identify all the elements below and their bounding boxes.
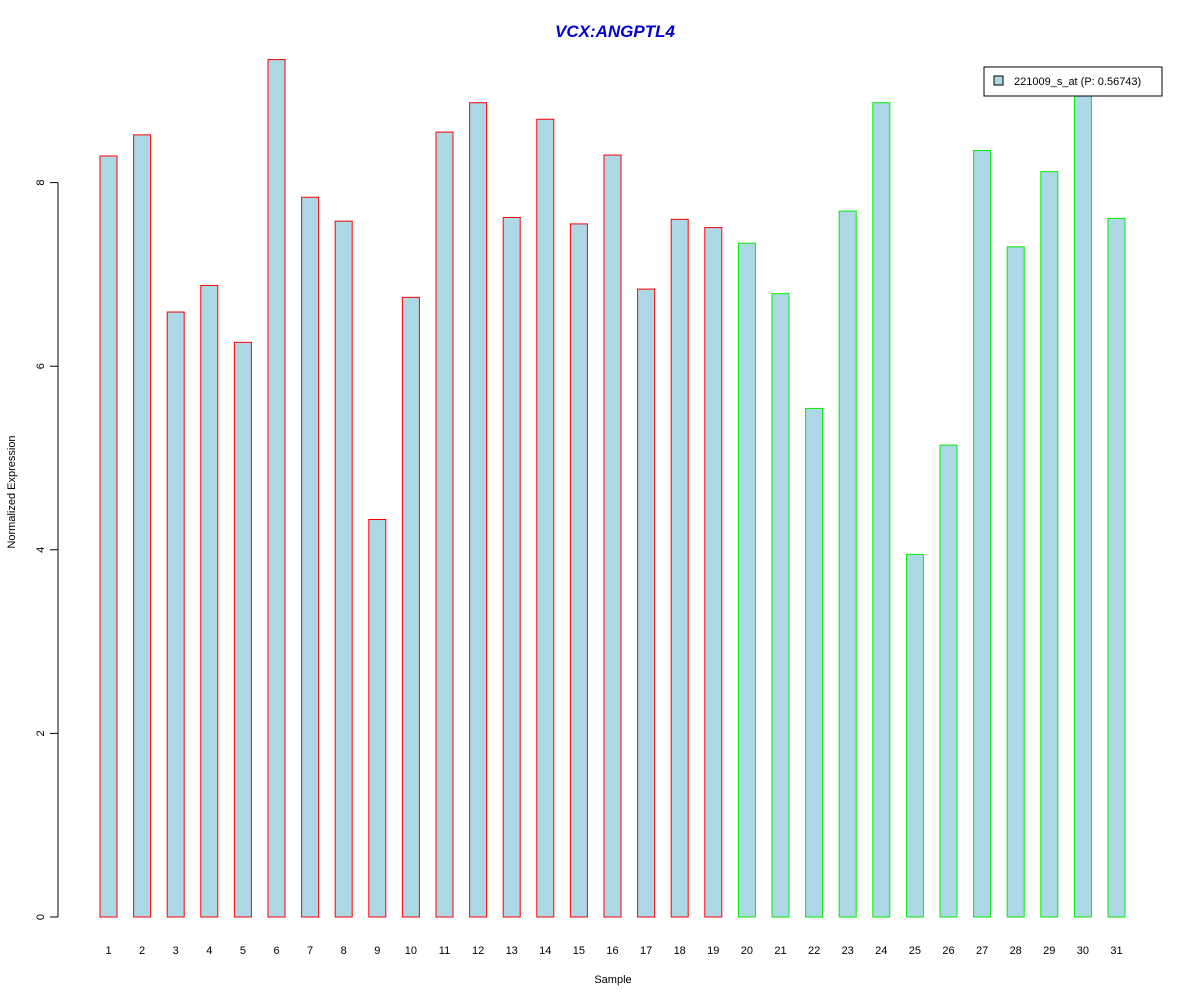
y-tick-label: 4: [35, 547, 47, 553]
bars: [99, 59, 1126, 918]
bar: [704, 227, 723, 918]
bar: [805, 407, 824, 918]
x-tick-label: 3: [173, 945, 179, 957]
bar: [301, 196, 320, 918]
x-tick-label: 13: [506, 945, 518, 957]
bar: [133, 134, 152, 918]
bar: [569, 223, 588, 918]
x-tick-label: 11: [439, 945, 450, 957]
bar: [536, 118, 555, 918]
bar: [973, 149, 992, 918]
x-tick-label: 4: [206, 945, 212, 957]
x-tick-label: 2: [139, 945, 145, 957]
bar: [771, 293, 790, 918]
x-tick-label: 29: [1043, 945, 1055, 957]
bar: [838, 210, 857, 918]
x-tick-label: 21: [774, 945, 786, 957]
x-tick-label: 25: [909, 945, 921, 957]
chart-title: VCX:ANGPTL4: [555, 22, 676, 41]
bar: [469, 102, 488, 918]
x-tick-label: 26: [942, 945, 954, 957]
bar: [1107, 217, 1126, 918]
x-tick-label: 8: [341, 945, 347, 957]
x-tick-label: 20: [741, 945, 753, 957]
bar: [1006, 246, 1025, 918]
x-tick-label: 12: [472, 945, 484, 957]
x-tick-label: 16: [606, 945, 618, 957]
bar: [368, 519, 387, 918]
x-tick-label: 22: [808, 945, 820, 957]
y-tick-label: 2: [35, 730, 47, 736]
bar: [435, 131, 454, 918]
x-tick-label: 5: [240, 945, 246, 957]
bar: [233, 341, 252, 918]
x-tick-label: 18: [674, 945, 686, 957]
bar: [905, 553, 924, 918]
x-tick-label: 19: [707, 945, 719, 957]
bar: [637, 288, 656, 918]
y-tick-label: 8: [35, 180, 47, 186]
bar: [872, 102, 891, 918]
bar: [267, 59, 286, 918]
x-tick-label: 27: [976, 945, 988, 957]
y-axis-label: Normalized Expression: [6, 435, 18, 548]
x-tick-label: 1: [105, 945, 111, 957]
bar: [166, 311, 185, 918]
bar: [200, 284, 219, 918]
bar: [603, 154, 622, 918]
x-tick-label: 23: [842, 945, 854, 957]
x-tick-label: 15: [573, 945, 585, 957]
x-tick-label: 28: [1010, 945, 1022, 957]
x-tick-label: 24: [875, 945, 887, 957]
x-tick-label: 6: [273, 945, 279, 957]
x-tick-label: 9: [374, 945, 380, 957]
bar: [1040, 171, 1059, 918]
bar: [502, 216, 521, 918]
x-tick-label: 7: [307, 945, 313, 957]
y-tick-label: 0: [35, 914, 47, 920]
bar: [1073, 93, 1092, 918]
legend: 221009_s_at (P: 0.56743): [983, 66, 1163, 97]
x-axis-label: Sample: [594, 974, 631, 986]
legend-box: [983, 66, 1163, 97]
bar: [939, 444, 958, 918]
legend-swatch: [993, 75, 1004, 86]
x-tick-label: 30: [1077, 945, 1089, 957]
y-axis: 0 2 4 6 8: [35, 180, 59, 920]
y-tick-label: 6: [35, 363, 47, 369]
x-tick-label: 17: [640, 945, 652, 957]
x-tick-label: 31: [1110, 945, 1122, 957]
bar: [670, 218, 689, 918]
bar: [737, 242, 756, 918]
x-tick-label: 10: [405, 945, 417, 957]
x-tick-label: 14: [539, 945, 551, 957]
bar: [334, 220, 353, 918]
legend-label: 221009_s_at (P: 0.56743): [1014, 76, 1141, 88]
bar: [99, 155, 118, 918]
x-tick-labels: 1 2 3 4 5 6 7 8 9 10 11 12 13 14 15 16 17 18 19 20 21 22 23 24 2…: [105, 945, 1122, 957]
bar: [401, 296, 420, 918]
